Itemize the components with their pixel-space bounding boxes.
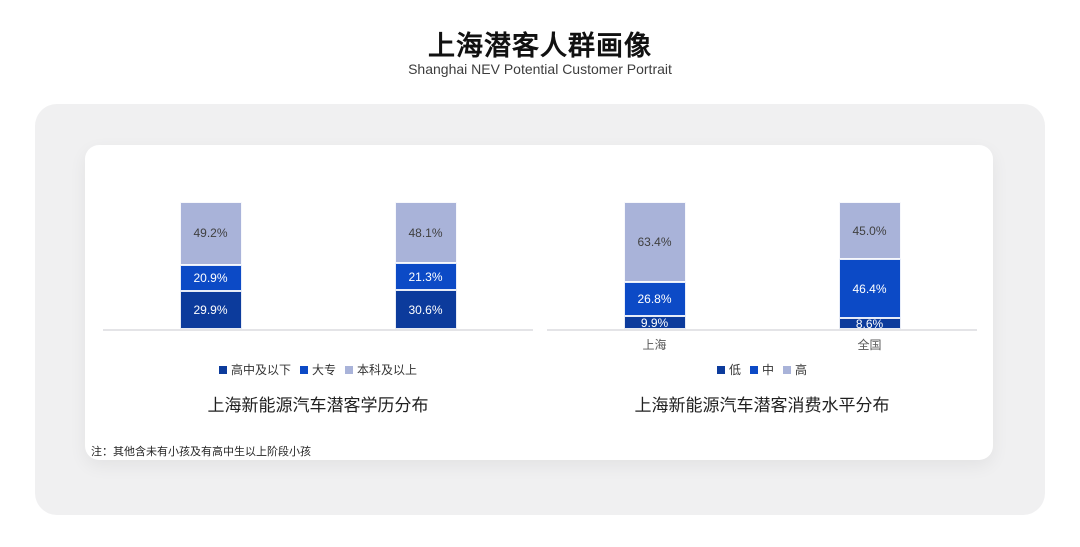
bar-slot: 29.9% 20.9% 49.2%: [103, 202, 318, 329]
page-subtitle: Shanghai NEV Potential Customer Portrait: [408, 61, 672, 77]
legend-item: 中: [749, 361, 774, 378]
stacked-bar: 29.9% 20.9% 49.2%: [179, 202, 242, 329]
legend-label: 中: [761, 363, 774, 377]
education-distribution-chart: 29.9% 20.9% 49.2% 30.6% 21.3% 48.1% 高中及以下 大专 本科…: [103, 145, 533, 460]
legend-label: 低: [728, 363, 741, 377]
bar-slot: 8.6% 46.4% 45.0% 全国: [762, 202, 977, 352]
category-label: 上海: [642, 338, 667, 352]
legend-swatch: [749, 365, 758, 374]
legend-item: 高: [783, 361, 807, 378]
bar-slot: 9.9% 26.8% 63.4% 上海: [547, 202, 762, 352]
consumption-chart-title: 上海新能源汽车潜客消费水平分布: [634, 396, 890, 415]
page-title: 上海潜客人群画像: [428, 31, 652, 61]
bar-segment: 21.3%: [394, 263, 457, 291]
stacked-bar: 9.9% 26.8% 63.4%: [623, 202, 686, 329]
bar-segment: 20.9%: [179, 264, 242, 292]
bar-segment: 48.1%: [394, 202, 457, 264]
consumption-chart-legend: 低中高: [547, 361, 977, 378]
legend-swatch: [716, 365, 725, 374]
legend-label: 大专: [311, 363, 336, 377]
bar-segment: 9.9%: [623, 316, 686, 329]
education-chart-title: 上海新能源汽车潜客学历分布: [207, 396, 429, 415]
legend-label: 本科及以上: [357, 363, 418, 377]
bar-segment: 63.4%: [623, 202, 686, 283]
legend-swatch: [783, 365, 791, 374]
legend-item: 本科及以上: [345, 361, 417, 378]
legend-label: 高中及以下: [230, 363, 291, 377]
category-label: 全国: [857, 338, 882, 352]
legend-swatch: [218, 365, 227, 374]
bar-segment: 46.4%: [838, 259, 901, 319]
legend-swatch: [299, 365, 308, 374]
stacked-bar: 30.6% 21.3% 48.1%: [394, 202, 457, 329]
stacked-bar: 8.6% 46.4% 45.0%: [838, 202, 901, 330]
bar-segment: 8.6%: [838, 318, 901, 330]
legend-item: 低: [716, 361, 741, 378]
bar-segment: 45.0%: [838, 202, 901, 260]
bar-slot: 30.6% 21.3% 48.1%: [318, 202, 533, 329]
charts-card: 29.9% 20.9% 49.2% 30.6% 21.3% 48.1% 高中及以下 大专 本科…: [85, 145, 993, 460]
consumption-chart-plot-area: 9.9% 26.8% 63.4% 上海 8.6% 46.4% 45.0% 全国: [547, 202, 977, 352]
bar-segment: 49.2%: [179, 202, 242, 265]
legend-item: 高中及以下: [218, 361, 291, 378]
education-chart-legend: 高中及以下 大专 本科及以上: [103, 361, 533, 378]
legend-label: 高: [795, 363, 808, 377]
bar-segment: 30.6%: [394, 290, 457, 329]
legend-item: 大专: [299, 361, 336, 378]
bar-segment: 26.8%: [623, 282, 686, 317]
education-chart-plot-area: 29.9% 20.9% 49.2% 30.6% 21.3% 48.1%: [103, 202, 533, 331]
footnote: 注：其他含未有小孩及有高中生以上阶段小孩: [91, 446, 311, 458]
consumption-level-chart: 9.9% 26.8% 63.4% 上海 8.6% 46.4% 45.0% 全国 低 中 高 上海新…: [547, 145, 977, 460]
legend-swatch: [345, 365, 353, 374]
bar-segment: 29.9%: [179, 291, 242, 329]
